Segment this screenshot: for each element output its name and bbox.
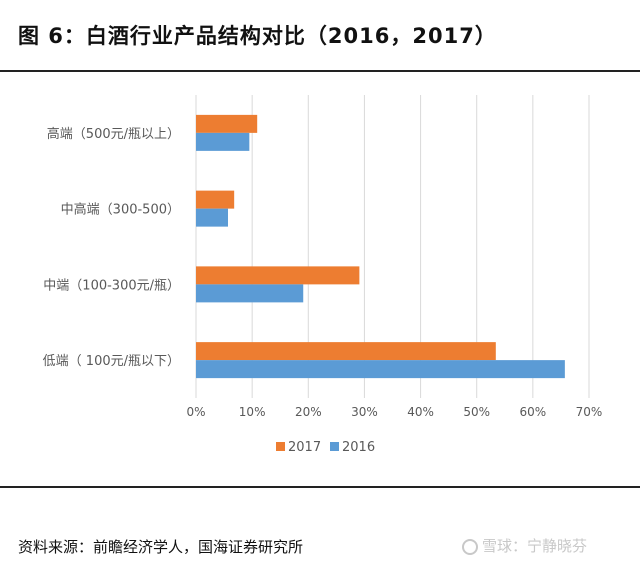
bar-2017 (196, 114, 258, 133)
legend-label: 2016 (342, 440, 375, 455)
x-tick-label: 40% (407, 405, 434, 419)
bar-2016 (196, 360, 565, 379)
x-tick-label: 70% (576, 405, 603, 419)
bar-chart: 高端（500元/瓶以上） 中高端（300-500） 中端（100-300元/瓶） 低端… (43, 95, 602, 455)
bar-2016 (196, 132, 250, 151)
bars (196, 114, 565, 379)
x-tick-label: 60% (520, 405, 547, 419)
figure-title: 图 6：白酒行业产品结构对比（2016，2017） (18, 24, 497, 48)
category-label: 高端（500元/瓶以上） (47, 126, 180, 142)
bar-2016 (196, 284, 304, 303)
category-label: 中高端（300-500） (61, 202, 180, 218)
top-rule (0, 70, 640, 72)
legend-swatch-2016 (330, 442, 339, 451)
x-tick-label: 50% (463, 405, 490, 419)
bar-2017 (196, 266, 360, 285)
x-tick-label: 0% (186, 405, 205, 419)
bar-2017 (196, 342, 496, 361)
x-tick-label: 10% (239, 405, 266, 419)
legend-swatch-2017 (276, 442, 285, 451)
legend: 2017 2016 (276, 440, 375, 455)
source-note: 资料来源：前瞻经济学人，国海证券研究所 (18, 538, 304, 556)
legend-label: 2017 (288, 440, 321, 455)
x-tick-labels: 0% 10% 20% 30% 40% 50% 60% 70% (186, 405, 602, 419)
bar-2017 (196, 190, 235, 209)
watermark-text: 雪球：宁静晓芬 (482, 537, 588, 555)
watermark-logo-icon (462, 539, 478, 555)
x-tick-label: 30% (351, 405, 378, 419)
watermark: 雪球：宁静晓芬 (462, 535, 587, 556)
gridlines (195, 95, 590, 398)
category-label: 低端（ 100元/瓶以下） (43, 354, 180, 369)
bottom-rule (0, 486, 640, 488)
x-tick-label: 20% (295, 405, 322, 419)
category-labels: 高端（500元/瓶以上） 中高端（300-500） 中端（100-300元/瓶） 低端… (43, 126, 180, 369)
bar-2016 (196, 208, 229, 227)
category-label: 中端（100-300元/瓶） (43, 278, 180, 293)
